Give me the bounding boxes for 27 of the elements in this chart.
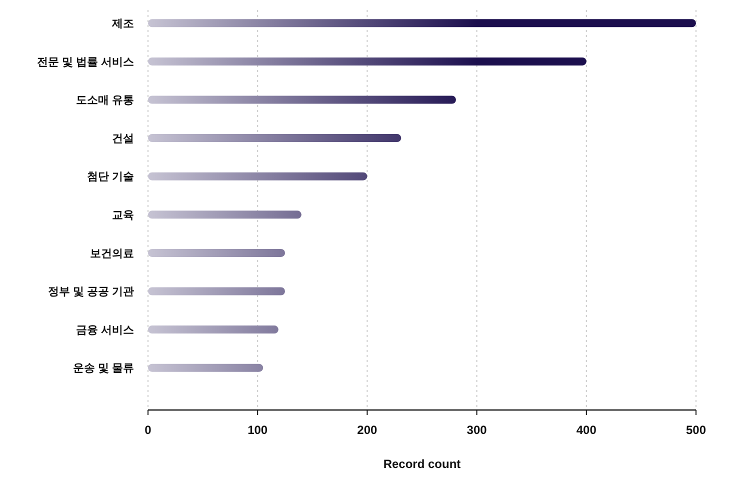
y-tick-label: 보건의료 (90, 248, 134, 260)
y-tick-label: 정부 및 공공 기관 (48, 286, 134, 298)
bar (148, 364, 264, 372)
bar (148, 210, 302, 219)
bar (148, 57, 586, 66)
y-tick-label: 도소매 유통 (76, 94, 134, 107)
x-axis-title: Record count (383, 457, 461, 471)
bar (148, 134, 402, 142)
y-tick-label: 운송 및 물류 (72, 362, 134, 375)
y-tick-label: 첨단 기술 (86, 171, 134, 184)
x-tick-label: 400 (576, 423, 597, 437)
y-tick-label: 제조 (111, 18, 134, 30)
bar (148, 19, 696, 28)
x-tick-label: 100 (248, 423, 268, 437)
bar (148, 287, 285, 296)
bar (148, 326, 278, 334)
y-tick-label: 금융 서비스 (76, 324, 134, 336)
bar (148, 172, 368, 180)
x-tick-label: 0 (144, 423, 152, 437)
bar (148, 248, 285, 257)
bar (148, 96, 456, 104)
x-tick-label: 500 (686, 423, 706, 437)
x-tick-label: 300 (466, 423, 488, 437)
y-tick-label: 건설 (112, 132, 134, 145)
y-tick-label: 전문 및 법률 서비스 (36, 56, 134, 68)
y-tick-label: 교육 (112, 210, 134, 222)
x-tick-label: 200 (357, 423, 378, 437)
